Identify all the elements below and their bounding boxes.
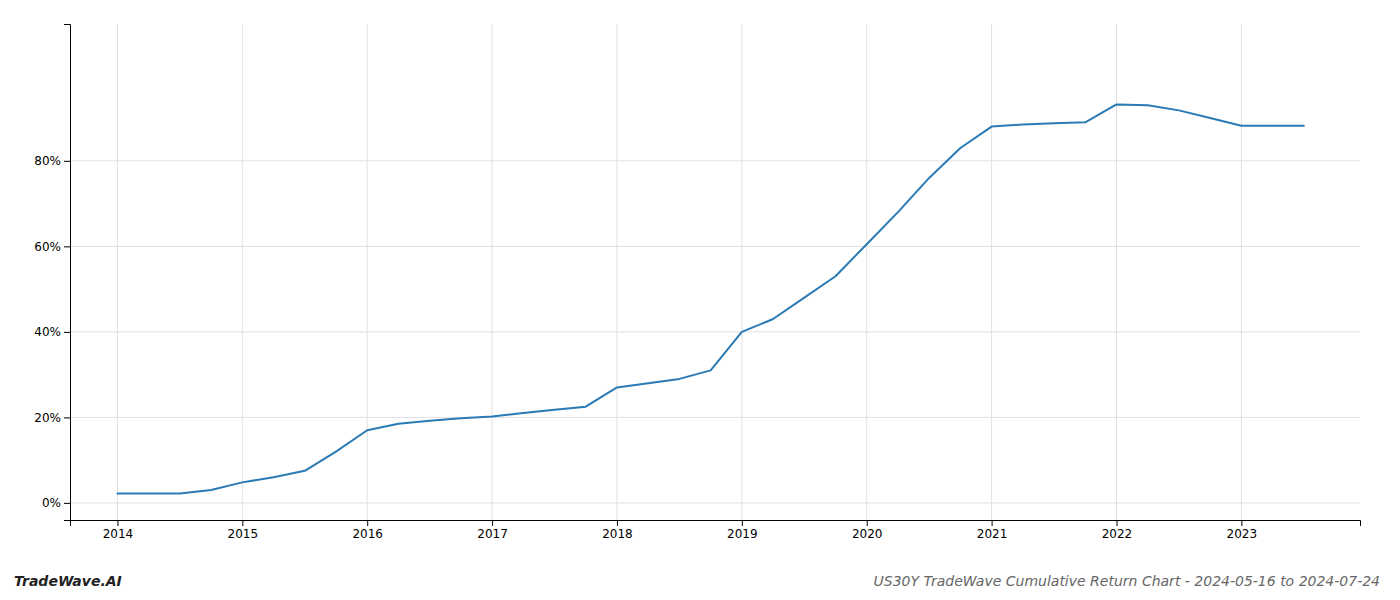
grid-line-y	[70, 160, 1360, 161]
marks	[117, 104, 1303, 493]
grid	[70, 24, 1360, 520]
y-tick-label: 20%	[34, 411, 61, 425]
y-tick-label: 80%	[34, 154, 61, 168]
x-tick: 2022	[1102, 520, 1133, 541]
y-tick-mark	[64, 161, 70, 162]
y-tick: 40%	[34, 325, 70, 339]
x-tick-label: 2023	[1227, 527, 1258, 541]
x-tick: 2023	[1227, 520, 1258, 541]
x-tick: 2021	[977, 520, 1008, 541]
plot: 2014 2015 2016 2017 2018 2019 2020 2021 2022 2023…	[34, 24, 1360, 541]
x-axis-line	[71, 521, 1361, 527]
x-tick-label: 2020	[852, 527, 883, 541]
x-tick-mark	[1241, 520, 1242, 526]
grid-line-x	[741, 24, 742, 520]
grid-line-y	[70, 331, 1360, 332]
grid-line-x	[1241, 24, 1242, 520]
y-tick-label: 0%	[42, 496, 61, 510]
x-tick-label: 2018	[602, 527, 633, 541]
x-tick-label: 2022	[1102, 527, 1133, 541]
y-tick-mark	[64, 417, 70, 418]
y-tick-label: 40%	[34, 325, 61, 339]
x-tick: 2019	[727, 520, 758, 541]
x-tick: 2014	[103, 520, 134, 541]
x-tick-mark	[117, 520, 118, 526]
x-tick-label: 2017	[477, 527, 508, 541]
grid-line-y	[70, 417, 1360, 418]
x-tick-mark	[617, 520, 618, 526]
x-tick-mark	[367, 520, 368, 526]
x-axis: 2014 2015 2016 2017 2018 2019 2020 2021 2022 2023	[71, 520, 1361, 541]
x-tick-mark	[867, 520, 868, 526]
grid-line-x	[242, 24, 243, 520]
x-tick-label: 2015	[228, 527, 259, 541]
x-tick-mark	[992, 520, 993, 526]
grid-line-y	[70, 502, 1360, 503]
grid-line-x	[117, 24, 118, 520]
x-tick-mark	[242, 520, 243, 526]
chart: 2014 2015 2016 2017 2018 2019 2020 2021 2022 2023…	[0, 0, 1400, 600]
watermark: TradeWave.AI	[14, 573, 122, 589]
x-tick-mark	[492, 520, 493, 526]
x-tick: 2018	[602, 520, 633, 541]
line	[117, 104, 1303, 493]
y-tick-mark	[64, 332, 70, 333]
y-tick: 80%	[34, 154, 70, 168]
grid-line-x	[492, 24, 493, 520]
y-tick: 0%	[42, 496, 70, 510]
x-tick-label: 2014	[103, 527, 134, 541]
x-tick-mark	[1116, 520, 1117, 526]
x-tick: 2017	[477, 520, 508, 541]
y-tick-mark	[64, 503, 70, 504]
x-tick-label: 2016	[352, 527, 383, 541]
y-tick: 20%	[34, 411, 70, 425]
grid-line-y	[70, 246, 1360, 247]
title: US30Y TradeWave Cumulative Return Chart …	[874, 573, 1381, 589]
grid-line-x	[991, 24, 992, 520]
y-tick: 60%	[34, 240, 70, 254]
x-tick: 2020	[852, 520, 883, 541]
y-axis: 0% 20% 40% 60% 80%	[34, 25, 70, 521]
x-tick-mark	[742, 520, 743, 526]
x-tick-label: 2019	[727, 527, 758, 541]
x-tick: 2015	[228, 520, 259, 541]
x-tick-label: 2021	[977, 527, 1008, 541]
grid-line-x	[367, 24, 368, 520]
grid-line-x	[1116, 24, 1117, 520]
grid-line-x	[616, 24, 617, 520]
x-tick: 2016	[352, 520, 383, 541]
y-tick-label: 60%	[34, 240, 61, 254]
grid-line-x	[866, 24, 867, 520]
y-tick-mark	[64, 246, 70, 247]
y-axis-line	[64, 25, 71, 521]
